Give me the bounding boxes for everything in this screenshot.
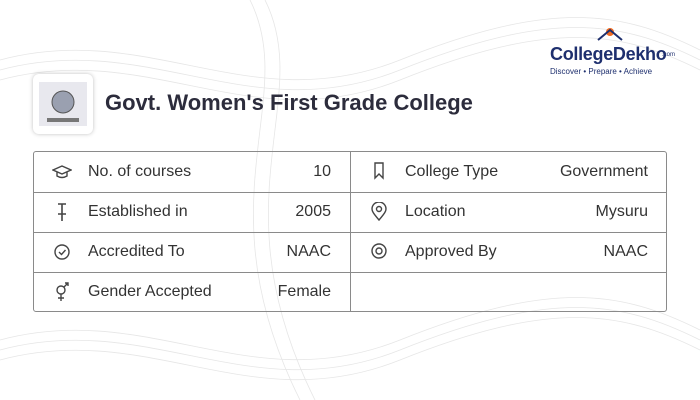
row-value: NAAC [286, 243, 331, 260]
college-title: Govt. Women's First Grade College [105, 90, 473, 115]
row-icon [374, 162, 384, 180]
row-icon [56, 282, 69, 301]
row-icon [58, 203, 66, 221]
college-logo [33, 74, 93, 134]
row-icon [52, 165, 72, 179]
row-label: Location [405, 203, 466, 220]
info-table: No. of courses 10 Established in 2005 Accred… [33, 151, 667, 312]
row-label: Accredited To [88, 243, 185, 260]
info-row: Established in 2005 [34, 192, 350, 233]
row-icon [371, 202, 387, 222]
row-value: Government [559, 163, 648, 180]
row-value: Female [277, 283, 331, 300]
info-row: No. of courses 10 [34, 152, 350, 193]
row-label: No. of courses [88, 163, 192, 180]
row-icon [54, 244, 70, 260]
left-column: No. of courses 10 Established in 2005 Accred… [34, 152, 350, 311]
row-label: Established in [88, 203, 188, 220]
brand-tagline: Discover • Prepare • Achieve [550, 67, 653, 76]
info-row: College Type Government [351, 152, 667, 193]
brand-name: CollegeDekho [550, 44, 667, 64]
brand-suffix: .com [662, 52, 676, 58]
row-value: Mysuru [595, 203, 648, 220]
brand-icon [597, 28, 623, 41]
row-icon [371, 243, 387, 259]
emblem [39, 82, 87, 126]
info-row: Gender Accepted Female [34, 272, 350, 312]
right-column: College Type Government Location Mysuru Appr… [350, 152, 667, 311]
row-label: Approved By [405, 243, 497, 260]
row-label: College Type [405, 163, 499, 180]
info-row: Approved By NAAC [351, 232, 667, 273]
row-value: 10 [313, 163, 331, 180]
info-row: Location Mysuru [351, 192, 667, 233]
row-label: Gender Accepted [88, 283, 212, 300]
info-row: Accredited To NAAC [34, 232, 350, 273]
row-value: 2005 [295, 203, 331, 220]
row-value: NAAC [603, 243, 648, 260]
